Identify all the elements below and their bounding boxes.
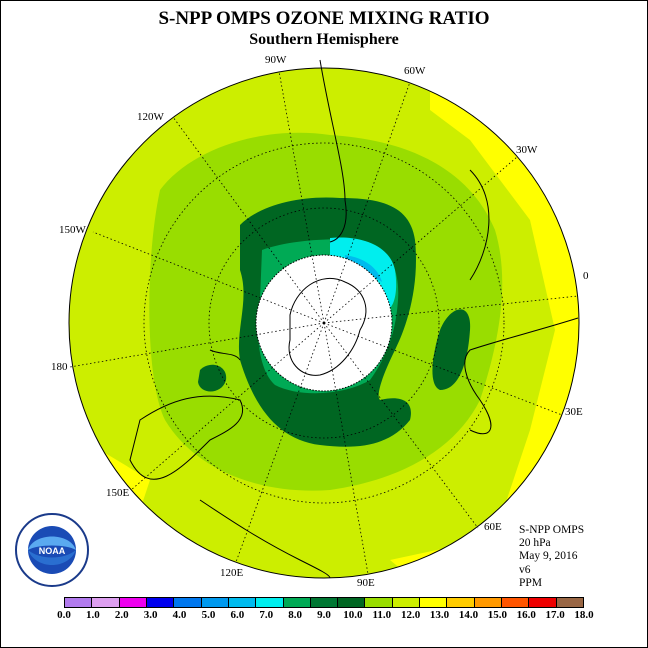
colorbar-tick-label: 2.0 <box>114 609 129 621</box>
map-subtitle: Southern Hemisphere <box>249 31 399 48</box>
colorbar-swatch <box>65 598 93 607</box>
colorbar-labels: 0.0 1.0 2.0 3.0 4.0 5.0 6.0 7.0 8.0 9.0 10.0 11.0 12… <box>0 609 648 623</box>
colorbar-tick-label: 0.0 <box>57 609 71 621</box>
lon-label-180: 180 <box>51 361 68 373</box>
colorbar-tick-label: 13.0 <box>429 609 450 621</box>
colorbar-swatch <box>365 598 393 607</box>
lon-label-30w: 30W <box>516 144 538 156</box>
colorbar-swatch <box>201 598 229 607</box>
noaa-logo-text: NOAA <box>39 546 66 556</box>
colorbar-tick-label: 3.0 <box>143 609 158 621</box>
colorbar-tick-label: 12.0 <box>401 609 421 621</box>
colorbar-tick-label: 5.0 <box>201 609 216 621</box>
map-title: S-NPP OMPS OZONE MIXING RATIO <box>158 8 490 29</box>
colorbar-swatch <box>502 598 530 607</box>
map-border-circle <box>68 67 580 579</box>
colorbar-tick-label: 1.0 <box>86 609 100 621</box>
lon-label-120w: 120W <box>137 111 165 123</box>
colorbar-tick-label: 7.0 <box>259 609 274 621</box>
colorbar-tick-label: 11.0 <box>372 609 392 621</box>
colorbar-swatch <box>92 598 120 607</box>
colorbar-tick-label: 14.0 <box>458 609 479 621</box>
colorbar-swatch <box>338 598 366 607</box>
date-label: May 9, 2016 <box>519 550 578 563</box>
lon-label-60e: 60E <box>484 521 502 533</box>
version-label: v6 <box>519 563 531 576</box>
colorbar-swatch <box>174 598 202 607</box>
lon-label-30e: 30E <box>565 406 583 418</box>
colorbar-tick-label: 8.0 <box>288 609 302 621</box>
lon-label-120e: 120E <box>220 567 244 579</box>
colorbar-tick-label: 16.0 <box>516 609 536 621</box>
noaa-logo: NOAA <box>15 513 89 587</box>
pressure-label: 20 hPa <box>519 537 551 550</box>
instrument-label: S-NPP OMPS <box>519 524 585 536</box>
colorbar-swatch <box>447 598 475 607</box>
colorbar <box>64 597 584 608</box>
colorbar-tick-label: 17.0 <box>545 609 565 621</box>
lon-label-150w: 150W <box>59 224 87 236</box>
colorbar-tick-label: 9.0 <box>317 609 331 621</box>
colorbar-swatch <box>256 598 284 607</box>
lon-label-60w: 60W <box>404 65 426 77</box>
colorbar-swatch <box>556 598 583 607</box>
colorbar-swatch <box>283 598 311 607</box>
units-label: PPM <box>519 576 543 589</box>
colorbar-swatch <box>228 598 257 607</box>
coastlines <box>129 59 579 579</box>
colorbar-tick-label: 4.0 <box>172 609 187 621</box>
colorbar-swatch <box>310 598 339 607</box>
lon-label-90w: 90W <box>265 54 287 66</box>
graticule <box>69 70 579 575</box>
colorbar-tick-label: 6.0 <box>230 609 245 621</box>
colorbar-swatch <box>146 598 175 607</box>
colorbar-swatch <box>119 598 147 607</box>
colorbar-swatch <box>474 598 502 607</box>
lon-label-150e: 150E <box>106 487 130 499</box>
info-block: S-NPP OMPS 20 hPa May 9, 2016 v6 PPM <box>519 524 584 590</box>
colorbar-swatch <box>529 598 557 607</box>
colorbar-swatch <box>392 598 421 607</box>
colorbar-tick-label: 18.0 <box>574 609 594 621</box>
colorbar-tick-label: 10.0 <box>343 609 363 621</box>
lon-label-0: 0 <box>583 270 589 282</box>
colorbar-swatch <box>420 598 448 607</box>
lon-label-90e: 90E <box>357 577 375 589</box>
colorbar-tick-label: 15.0 <box>487 609 507 621</box>
